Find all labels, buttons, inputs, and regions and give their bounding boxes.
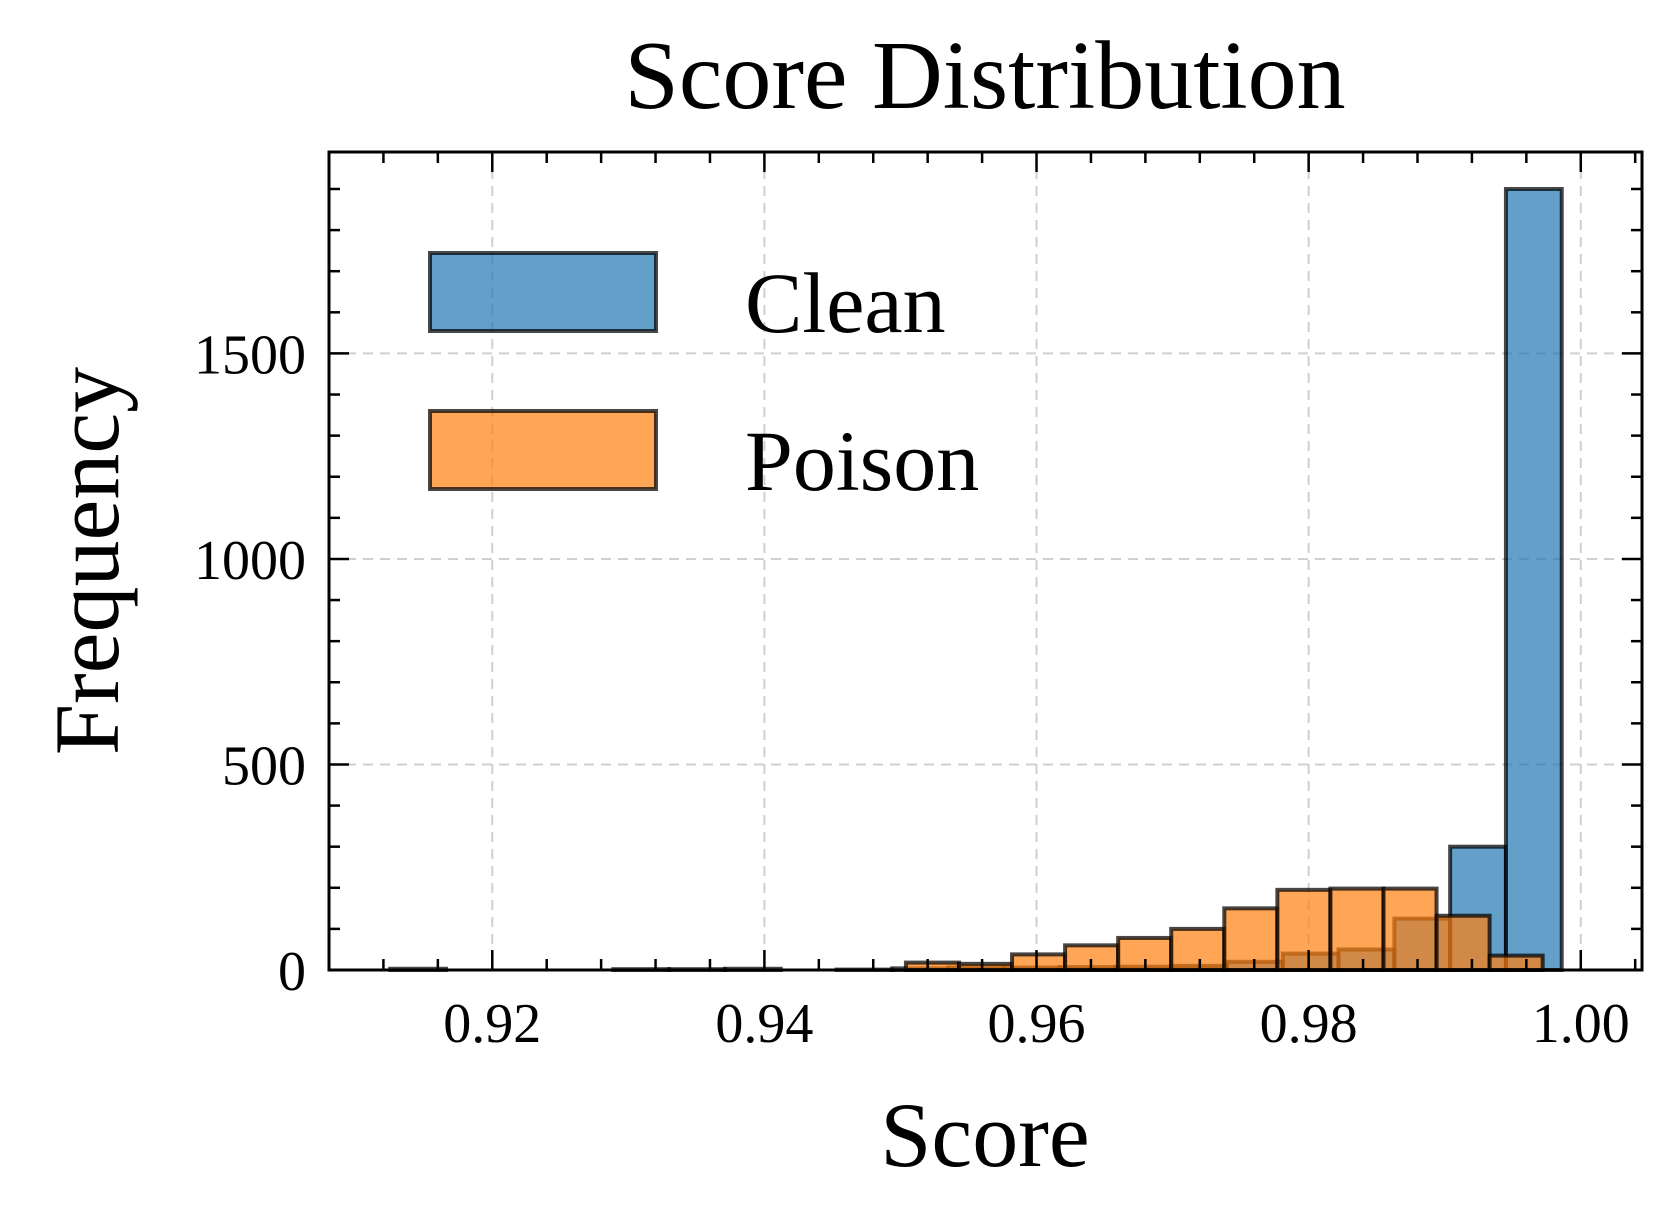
x-axis-label: Score	[880, 1084, 1089, 1186]
y-axis-label: Frequency	[36, 367, 138, 755]
poison-bar-2	[1010, 952, 1068, 972]
poison-bar-11	[1487, 953, 1545, 972]
poison-bar-7	[1275, 887, 1333, 973]
legend-label-poison: Poison	[745, 413, 979, 509]
chart-title: Score Distribution	[624, 22, 1345, 130]
x-tick-label-1: 0.94	[715, 993, 813, 1055]
poison-bar-8	[1328, 886, 1386, 973]
poison-bar-10	[1434, 913, 1492, 973]
x-tick-labels: 0.92 0.94 0.96 0.98 1.00	[443, 993, 1629, 1055]
poison-bar-5	[1169, 926, 1227, 972]
plot-frame	[327, 150, 1644, 972]
y-tick-label-0: 0	[278, 941, 306, 1003]
legend-swatch-clean	[428, 251, 658, 333]
x-tick-label-3: 0.98	[1260, 993, 1358, 1055]
y-tick-label-2: 1000	[194, 530, 306, 592]
axis-ticks	[329, 152, 1642, 972]
legend: Clean Poison	[428, 251, 979, 509]
y-tick-label-3: 1500	[194, 324, 306, 386]
legend-label-clean: Clean	[745, 255, 946, 351]
legend-swatch-poison	[428, 409, 658, 491]
x-tick-label-4: 1.00	[1532, 993, 1630, 1055]
poison-bar-6	[1222, 906, 1280, 973]
poison-bar-9	[1381, 886, 1439, 973]
y-tick-label-1: 500	[222, 735, 306, 797]
x-tick-label-2: 0.96	[988, 993, 1086, 1055]
poison-series-bars	[903, 886, 1545, 973]
y-tick-labels: 0 500 1000 1500	[194, 324, 306, 1003]
clean-bar-20	[1503, 186, 1564, 972]
grid-lines	[329, 152, 1642, 970]
x-tick-label-0: 0.92	[443, 993, 541, 1055]
